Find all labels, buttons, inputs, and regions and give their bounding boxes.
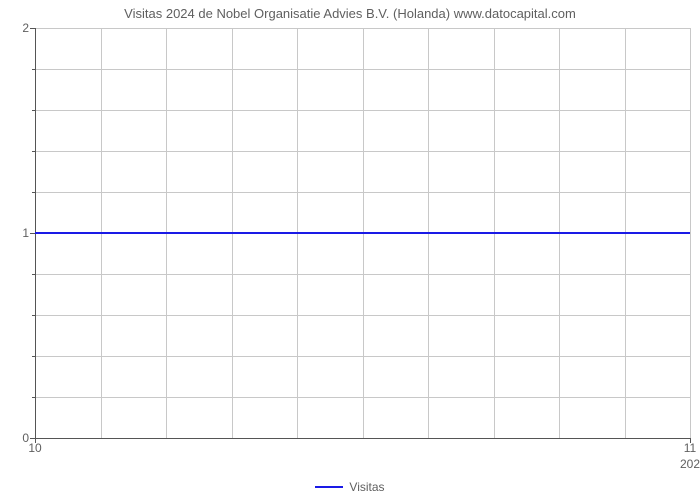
gridline-horizontal bbox=[35, 192, 690, 193]
chart-title: Visitas 2024 de Nobel Organisatie Advies… bbox=[0, 6, 700, 21]
y-minor-tick-mark bbox=[32, 69, 35, 70]
x-tick-label: 11 bbox=[684, 441, 696, 455]
x-axis-line bbox=[35, 438, 690, 439]
y-minor-tick-mark bbox=[32, 110, 35, 111]
y-minor-tick-mark bbox=[32, 192, 35, 193]
gridline-horizontal bbox=[35, 110, 690, 111]
x-tick-label: 10 bbox=[28, 441, 41, 455]
gridline-horizontal bbox=[35, 397, 690, 398]
y-minor-tick-mark bbox=[32, 151, 35, 152]
gridline-vertical bbox=[690, 28, 691, 438]
series-line bbox=[35, 232, 690, 234]
y-minor-tick-mark bbox=[32, 274, 35, 275]
gridline-horizontal bbox=[35, 69, 690, 70]
x-tick-mark bbox=[35, 438, 36, 443]
y-minor-tick-mark bbox=[32, 397, 35, 398]
y-tick-mark bbox=[30, 28, 35, 29]
legend-label: Visitas bbox=[349, 480, 384, 494]
gridline-horizontal bbox=[35, 28, 690, 29]
y-minor-tick-mark bbox=[32, 356, 35, 357]
gridline-horizontal bbox=[35, 315, 690, 316]
x-secondary-label: 202 bbox=[680, 457, 700, 471]
chart-container: Visitas 2024 de Nobel Organisatie Advies… bbox=[0, 0, 700, 500]
y-tick-label: 2 bbox=[22, 21, 29, 35]
y-tick-label: 1 bbox=[22, 226, 29, 240]
gridline-horizontal bbox=[35, 151, 690, 152]
plot-area: 0121011202 bbox=[35, 28, 690, 438]
legend-line-sample bbox=[315, 486, 343, 488]
gridline-horizontal bbox=[35, 356, 690, 357]
y-minor-tick-mark bbox=[32, 315, 35, 316]
x-tick-mark bbox=[690, 438, 691, 443]
legend: Visitas bbox=[0, 479, 700, 494]
gridline-horizontal bbox=[35, 274, 690, 275]
